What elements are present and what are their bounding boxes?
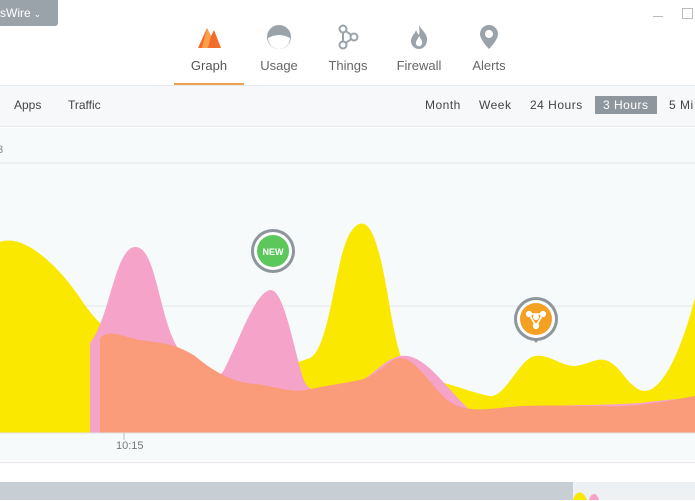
tab-graph-label: Graph — [190, 58, 228, 73]
traffic-graph[interactable]: NEW — [0, 128, 695, 460]
view-tab-traffic[interactable]: Traffic — [68, 98, 101, 112]
range-month[interactable]: Month — [425, 98, 461, 112]
tab-usage[interactable]: Usage — [244, 18, 314, 84]
device-alert-marker[interactable] — [514, 297, 558, 343]
y-axis-tick-label: 3 — [0, 144, 4, 156]
sub-toolbar: Apps Traffic Month Week 24 Hours 3 Hours… — [0, 85, 695, 127]
x-axis-time-label: 10:15 — [116, 440, 144, 452]
range-3-hours[interactable]: 3 Hours — [595, 96, 657, 114]
timeline-overview[interactable] — [0, 482, 695, 500]
mini-yellow-area — [573, 492, 587, 500]
tab-firewall[interactable]: Firewall — [384, 18, 454, 84]
timeline-mini-graph — [573, 492, 599, 500]
mini-pink-area — [589, 494, 599, 500]
chevron-down-icon: ⌄ — [33, 9, 42, 19]
graph-icon — [198, 28, 221, 48]
new-device-marker-label: NEW — [263, 247, 285, 257]
tab-graph[interactable]: Graph — [174, 18, 244, 84]
tab-usage-label: Usage — [260, 58, 298, 73]
network-selector-dropdown[interactable]: sWire ⌄ — [0, 0, 58, 26]
view-tab-apps[interactable]: Apps — [14, 98, 42, 112]
tab-things[interactable]: Things — [313, 18, 383, 84]
traffic-graph-area[interactable]: NEW — [0, 128, 695, 460]
network-device-icon — [525, 310, 547, 330]
firewall-icon — [411, 25, 428, 49]
orange-traffic-area — [100, 333, 695, 433]
active-tab-indicator — [174, 83, 244, 85]
range-24-hours[interactable]: 24 Hours — [530, 98, 583, 112]
new-device-marker[interactable]: NEW — [251, 229, 295, 273]
tab-alerts-label: Alerts — [472, 58, 506, 73]
minimize-window-button[interactable] — [653, 6, 663, 17]
things-icon — [338, 24, 359, 50]
network-selector-label: sWire — [0, 6, 31, 20]
timeline-overview-selection[interactable] — [573, 482, 695, 500]
alerts-icon — [480, 25, 498, 49]
top-bar: sWire ⌄ Graph Usage — [0, 0, 695, 85]
range-5-min[interactable]: 5 Mi — [669, 98, 694, 112]
tab-alerts[interactable]: Alerts — [454, 18, 524, 84]
usage-icon — [267, 25, 291, 49]
maximize-window-button[interactable] — [682, 8, 693, 19]
tab-things-label: Things — [328, 58, 368, 73]
range-week[interactable]: Week — [479, 98, 512, 112]
tab-firewall-label: Firewall — [396, 58, 442, 73]
